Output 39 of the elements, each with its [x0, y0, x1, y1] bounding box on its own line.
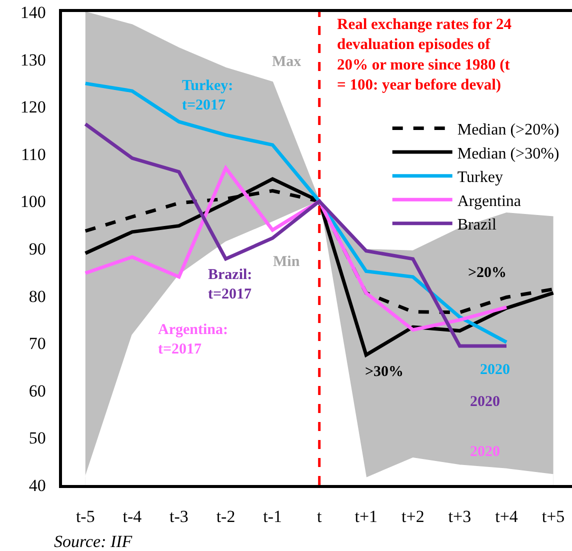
- annotation: 2020: [470, 394, 500, 410]
- y-tick-label: 110: [20, 144, 46, 164]
- y-tick-label: 70: [28, 334, 46, 354]
- legend-label: Median (>30%): [457, 145, 560, 162]
- y-tick-label: 140: [20, 2, 46, 22]
- annotation: 2020: [480, 362, 510, 378]
- legend-label: Median (>20%): [457, 121, 560, 138]
- x-tick-label: t-3: [170, 507, 188, 526]
- annotation: 2020: [470, 444, 500, 460]
- x-tick-label: t-1: [263, 507, 282, 526]
- text: Real exchange rates for 24 devaluation episodes of 20% or more since 1980 (t = 100: year before deval): [337, 16, 512, 94]
- x-tick-label: t-4: [122, 507, 142, 526]
- annotation: Brazil: t=2017: [208, 267, 252, 302]
- y-tick-label: 60: [28, 381, 46, 400]
- x-tick-label: t+4: [495, 507, 518, 526]
- annotation: >20%: [468, 265, 507, 281]
- annotation: Argentina: t=2017: [158, 322, 228, 358]
- x-tick-label: t-5: [76, 507, 95, 526]
- legend-label: Brazil: [457, 216, 497, 234]
- x-tick-label: t+2: [402, 507, 424, 526]
- series-label: Max: [272, 54, 302, 70]
- series-label: Min: [273, 254, 300, 270]
- y-tick-label: 90: [28, 239, 46, 258]
- annotation: Turkey: t=2017: [182, 78, 234, 114]
- x-tick-label: t-2: [216, 507, 236, 526]
- x-tick-label: t+3: [448, 507, 472, 526]
- y-tick-label: 120: [20, 98, 46, 117]
- y-tick-label: 100: [20, 192, 46, 212]
- x-tick-label: t+5: [542, 507, 565, 526]
- y-tick-label: 130: [20, 50, 46, 70]
- legend-label: Argentina: [457, 192, 522, 210]
- legend-label: Turkey: [457, 169, 503, 186]
- y-tick-label: 50: [28, 428, 46, 448]
- annotation: >30%: [365, 364, 404, 380]
- y-tick-label: 40: [28, 476, 46, 495]
- y-tick-label: 80: [28, 286, 46, 306]
- x-tick-label: t: [316, 507, 322, 526]
- source-note: Source: IIF: [54, 532, 133, 551]
- x-tick-label: t+1: [354, 507, 378, 526]
